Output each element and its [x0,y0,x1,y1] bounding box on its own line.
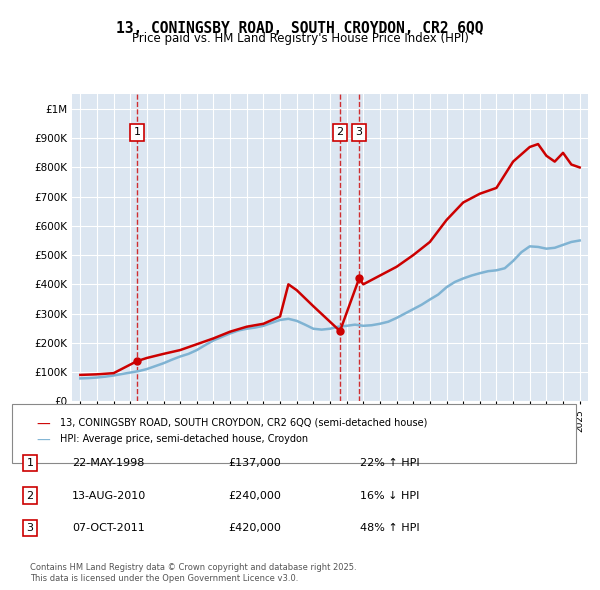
Text: 3: 3 [26,523,34,533]
Text: 13, CONINGSBY ROAD, SOUTH CROYDON, CR2 6QQ (semi-detached house): 13, CONINGSBY ROAD, SOUTH CROYDON, CR2 6… [60,418,427,428]
Text: 2: 2 [337,127,344,137]
Text: Price paid vs. HM Land Registry's House Price Index (HPI): Price paid vs. HM Land Registry's House … [131,32,469,45]
Text: 13, CONINGSBY ROAD, SOUTH CROYDON, CR2 6QQ: 13, CONINGSBY ROAD, SOUTH CROYDON, CR2 6… [116,21,484,35]
Text: 22-MAY-1998: 22-MAY-1998 [72,458,145,468]
Text: HPI: Average price, semi-detached house, Croydon: HPI: Average price, semi-detached house,… [60,434,308,444]
Text: 1: 1 [133,127,140,137]
Text: 2: 2 [26,491,34,500]
Text: 16% ↓ HPI: 16% ↓ HPI [360,491,419,500]
Text: —: — [36,434,50,448]
Text: 22% ↑ HPI: 22% ↑ HPI [360,458,419,468]
Text: 07-OCT-2011: 07-OCT-2011 [72,523,145,533]
Text: 13-AUG-2010: 13-AUG-2010 [72,491,146,500]
Text: 1: 1 [26,458,34,468]
Text: £420,000: £420,000 [228,523,281,533]
Text: £137,000: £137,000 [228,458,281,468]
Text: £240,000: £240,000 [228,491,281,500]
Text: 3: 3 [356,127,362,137]
Text: This data is licensed under the Open Government Licence v3.0.: This data is licensed under the Open Gov… [30,574,298,583]
Text: Contains HM Land Registry data © Crown copyright and database right 2025.: Contains HM Land Registry data © Crown c… [30,563,356,572]
Text: 48% ↑ HPI: 48% ↑ HPI [360,523,419,533]
Text: —: — [36,418,50,432]
